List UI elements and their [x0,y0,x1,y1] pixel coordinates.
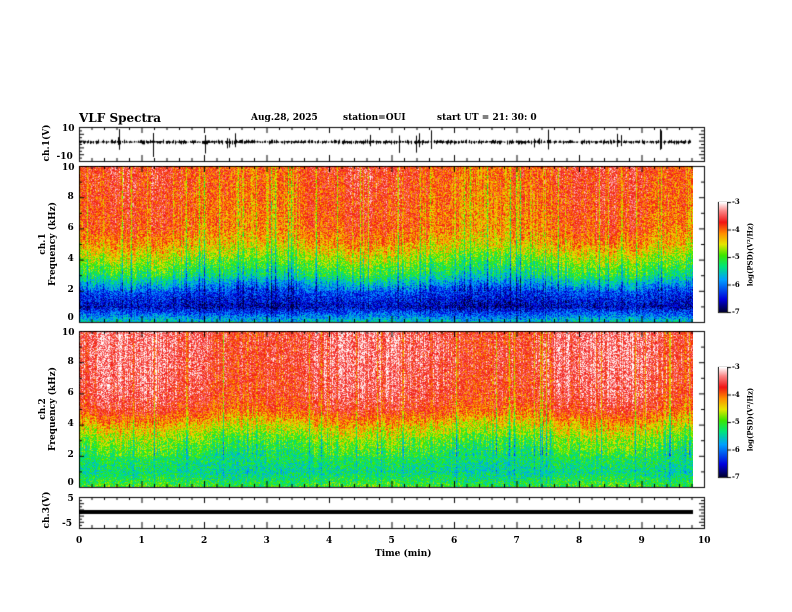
x-tick-label: 10 [698,536,711,546]
ch1-ylabel: ch.1(V) [42,124,52,162]
colorbar-tick-label: -7 [732,472,740,481]
ch1-colorbar-label: log(PSD)(V²/Hz) [745,222,755,287]
ch1-spectrogram-ytick-label: 0 [67,313,74,323]
date-label: Aug.28, 2025 [251,113,318,123]
station-label: station=OUI [343,113,406,123]
colorbar-tick-label: -6 [732,444,740,454]
ch2-spectrogram-ytick-label: 4 [67,419,74,430]
x-tick-label: 8 [576,536,583,546]
ch2-colorbar [719,367,727,477]
ch1-spectrogram-ytick-label: 6 [67,222,74,233]
ch2-spectrogram-ytick-label: 8 [67,356,74,367]
ch2-spectrogram-ytick-label: 2 [67,450,74,461]
colorbar-tick-label: -6 [732,279,740,289]
ch2-spectrogram-ytick-label: 10 [62,328,75,338]
x-tick-label: 7 [513,536,520,546]
x-tick-label: 3 [263,536,270,546]
x-tick-label: 5 [388,536,395,546]
ch2-spectrogram-ytick-label: 6 [67,387,74,398]
ch1-spectrogram-ytick-label: 10 [62,163,75,173]
ch1-spectrogram-ylabel: ch.1 Frequency (kHz) [38,202,58,287]
colorbar-tick-label: -7 [732,307,740,316]
x-tick-label: 2 [201,536,208,546]
colorbar-tick-label: -3 [732,197,740,206]
start-time-label: start UT = 21: 30: 0 [437,113,537,123]
x-tick-label: 4 [326,536,333,546]
x-axis-label: Time (min) [375,549,432,559]
ch1-spectrogram-ytick-label: 2 [67,285,74,296]
x-tick-label: 1 [138,536,145,546]
figure-title: VLF Spectra [79,111,162,125]
ch1-ytick-label: -10 [56,152,73,162]
ch3-ytick-label: -5 [62,519,72,529]
colorbar-tick-label: -5 [732,417,740,426]
colorbar-tick-label: -4 [732,389,740,399]
ch2-spectrogram-ylabel: ch.2 Frequency (kHz) [38,367,58,452]
colorbar-tick-label: -5 [732,252,740,261]
x-tick-label: 9 [638,536,645,546]
ch3-ylabel: ch.3(V) [42,491,52,529]
ch2-colorbar-label: log(PSD)(V²/Hz) [745,387,755,452]
ch1-spectrogram-ytick-label: 8 [67,191,74,202]
x-tick-label: 6 [451,536,458,546]
colorbar-tick-label: -3 [732,362,740,371]
ch1-spectrogram-ytick-label: 4 [67,254,74,265]
x-tick-label: 0 [76,536,83,546]
colorbar-tick-label: -4 [732,224,740,234]
ch1-colorbar [719,202,727,312]
ch3-ytick-label: 5 [67,494,74,504]
ch2-spectrogram-ytick-label: 0 [67,478,74,488]
ch1-ytick-label: 10 [62,124,75,134]
